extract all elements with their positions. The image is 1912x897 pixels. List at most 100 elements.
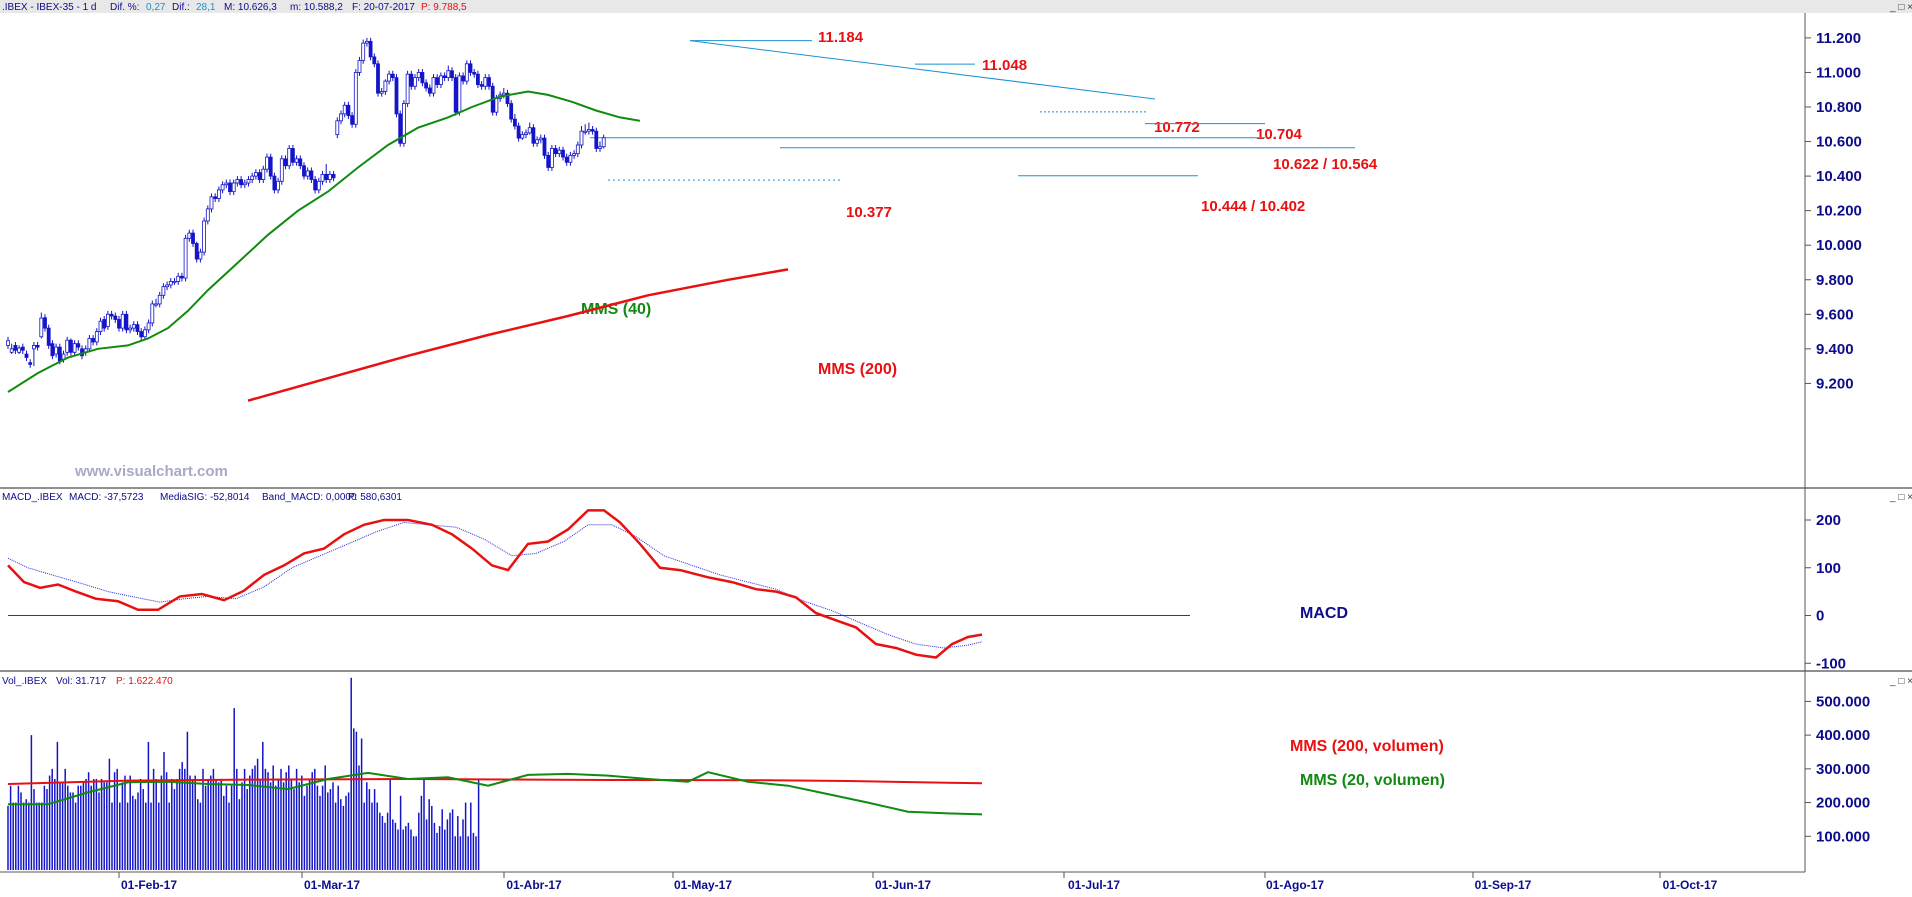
candle: [372, 53, 377, 68]
candle-body-up: [250, 175, 255, 180]
candle: [568, 151, 573, 166]
candle: [165, 281, 170, 291]
candle: [601, 134, 606, 149]
candle: [205, 205, 210, 225]
candle: [553, 145, 558, 158]
candle: [150, 300, 155, 327]
candle-body-up: [550, 148, 554, 168]
candle-body-up: [538, 137, 543, 141]
x-tick-label: 01-May-17: [674, 878, 732, 892]
candle: [187, 229, 192, 242]
volume-mms20-line: [8, 771, 983, 816]
candle-body-down: [590, 129, 595, 132]
candle-body-down: [420, 72, 425, 84]
candle-body-down: [283, 158, 288, 167]
header-low: m: 10.588,2: [290, 2, 343, 13]
candle-body-up: [524, 132, 528, 136]
price-y-tick-label: 11.200: [1816, 30, 1861, 47]
candle: [472, 68, 477, 78]
candle: [113, 312, 118, 323]
candle-body-up: [150, 303, 155, 324]
candle: [72, 340, 77, 356]
candle-body-down: [20, 346, 25, 351]
x-tick-label: 01-Feb-17: [121, 878, 177, 892]
vol-window-controls[interactable]: _ □ ×: [1889, 676, 1912, 687]
candle: [598, 141, 602, 152]
candle-body-down: [213, 196, 218, 199]
candle-body-up: [575, 144, 580, 155]
x-tick-label: 01-Ago-17: [1266, 878, 1324, 892]
candle-body-up: [316, 180, 321, 191]
candle: [342, 101, 347, 118]
candle: [427, 84, 432, 97]
candle-body-up: [379, 91, 384, 94]
candle-body-up: [276, 180, 281, 191]
candle: [76, 340, 81, 351]
candle-body-up: [598, 146, 602, 149]
candle-body-down: [124, 313, 129, 331]
candle-body-down: [113, 315, 118, 320]
candle: [327, 170, 332, 184]
macd-header-price: P: 580,6301: [348, 492, 402, 503]
candle: [294, 155, 299, 166]
candle-body-down: [461, 75, 466, 82]
candle: [124, 310, 129, 334]
candle: [39, 312, 44, 339]
candle: [390, 70, 395, 82]
candle-body-down: [91, 338, 95, 343]
candle: [106, 310, 110, 330]
macd-window-controls[interactable]: _ □ ×: [1889, 492, 1912, 503]
candle: [350, 112, 355, 128]
candle-body-up: [579, 130, 584, 146]
candle-body-up: [209, 196, 214, 210]
candle: [198, 248, 203, 263]
candle: [416, 68, 421, 82]
candle-body-up: [527, 127, 532, 134]
candle: [279, 155, 284, 185]
header-dif-label: Dif.:: [172, 2, 190, 13]
candle: [268, 153, 273, 180]
candle: [176, 272, 181, 285]
window-controls[interactable]: _ □ ×: [1889, 2, 1912, 13]
candle-body-down: [513, 118, 517, 127]
candle: [9, 343, 14, 355]
candle-body-up: [242, 182, 247, 186]
volume-mms200-line: [7, 777, 983, 785]
candle-body-down: [468, 63, 473, 73]
candle: [261, 165, 266, 184]
candle-body-down: [516, 125, 521, 139]
candle: [305, 167, 310, 180]
x-tick-label: 01-Oct-17: [1663, 878, 1718, 892]
candle: [405, 70, 410, 107]
price-y-tick-label: 10.200: [1816, 203, 1862, 220]
candle-body-down: [368, 40, 373, 58]
macd-label: MACD: [1300, 605, 1348, 622]
candle-body-down: [313, 179, 318, 191]
mms200-label: MMS (200): [818, 361, 897, 378]
candle-body-down: [290, 148, 295, 163]
macd-header-signal: MediaSIG: -52,8014: [160, 492, 250, 503]
candle: [557, 146, 562, 158]
candle: [32, 341, 36, 367]
header-price: P: 9.788,5: [421, 2, 467, 13]
candle: [516, 122, 521, 142]
axes-layer: 11.200 11.000 10.800 10.600 10.400 10.200 10.0…: [118, 30, 1870, 892]
candle: [594, 127, 599, 152]
candle-body-up: [457, 75, 462, 113]
candle-body-down: [398, 113, 403, 144]
level-label-10377: 10.377: [846, 204, 892, 221]
candle-body-down: [442, 75, 447, 79]
candle-body-up: [224, 182, 229, 186]
candle-body-down: [487, 77, 491, 87]
candle-body-down: [561, 149, 565, 158]
candle-body-up: [216, 189, 221, 199]
candle-body-down: [390, 73, 395, 79]
candle-body-down: [372, 56, 377, 65]
candle-body-up: [65, 339, 70, 353]
candle: [413, 74, 417, 90]
candle-body-down: [450, 70, 454, 79]
candle: [154, 298, 158, 308]
volume-y-tick-label: 200.000: [1816, 795, 1870, 812]
candle: [35, 341, 40, 351]
